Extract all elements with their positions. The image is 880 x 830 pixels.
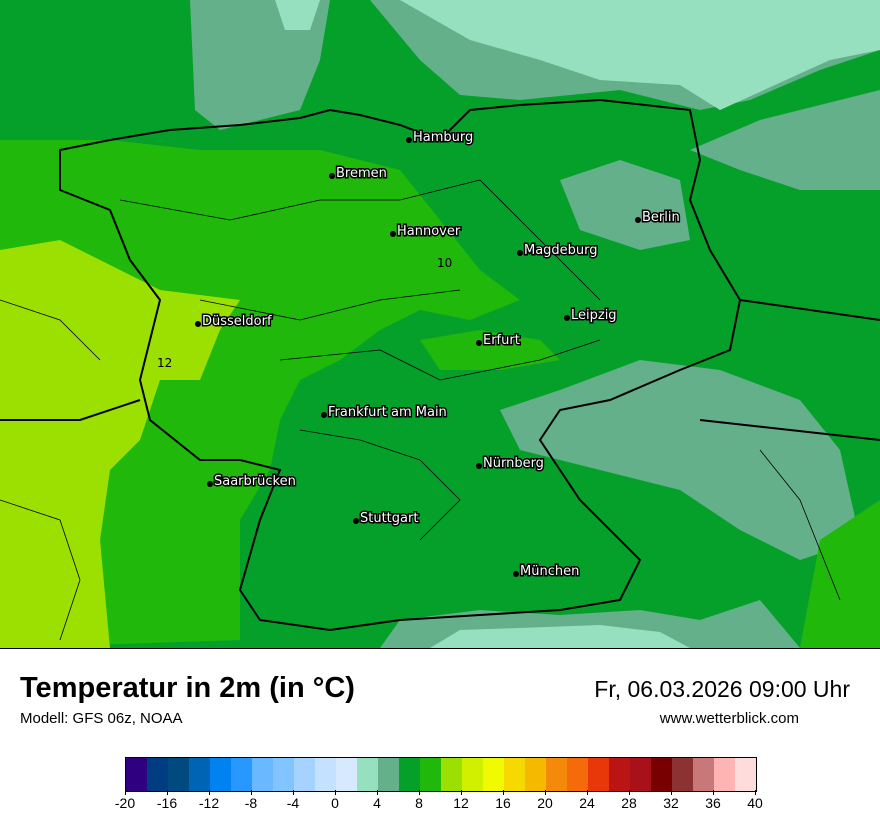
legend-swatch xyxy=(441,758,462,791)
svg-text:Berlin: Berlin xyxy=(642,210,680,225)
legend-tick-mark xyxy=(629,790,630,795)
legend-tick-label: 16 xyxy=(495,795,511,811)
legend-swatch xyxy=(126,758,147,791)
city-saarbruecken: Saarbrücken xyxy=(207,473,297,491)
legend-tick-mark xyxy=(461,790,462,795)
legend-tick-label: 40 xyxy=(747,795,763,811)
legend-tick-label: 24 xyxy=(579,795,595,811)
legend-swatch xyxy=(315,758,336,791)
legend-tick-mark xyxy=(545,790,546,795)
legend-tick-label: 20 xyxy=(537,795,553,811)
legend-swatch xyxy=(420,758,441,791)
color-legend xyxy=(125,757,757,792)
legend-tick-mark xyxy=(419,790,420,795)
svg-text:Bremen: Bremen xyxy=(336,166,387,181)
legend-tick-mark xyxy=(503,790,504,795)
svg-text:Erfurt: Erfurt xyxy=(483,333,520,348)
svg-text:Frankfurt am Main: Frankfurt am Main xyxy=(328,405,447,420)
city-berlin: Berlin xyxy=(635,209,681,227)
legend-tick-label: 32 xyxy=(663,795,679,811)
model-info: Modell: GFS 06z, NOAA xyxy=(20,710,183,727)
legend-tick-mark xyxy=(125,790,126,795)
city-frankfurt: Frankfurt am Main xyxy=(321,404,448,422)
legend-swatch xyxy=(525,758,546,791)
svg-text:Magdeburg: Magdeburg xyxy=(524,243,598,258)
legend-swatch xyxy=(252,758,273,791)
legend-swatch xyxy=(210,758,231,791)
legend-swatch xyxy=(735,758,756,791)
temperature-map: 10 12 Hamburg Bremen Hannover Magdeburg … xyxy=(0,0,880,649)
legend-tick-mark xyxy=(671,790,672,795)
legend-tick-mark xyxy=(755,790,756,795)
legend-tick-mark xyxy=(587,790,588,795)
legend-tick-label: -8 xyxy=(244,795,258,811)
city-hamburg: Hamburg xyxy=(406,129,475,147)
legend-swatch xyxy=(483,758,504,791)
legend-tick-mark xyxy=(251,790,252,795)
legend-swatch xyxy=(294,758,315,791)
legend-swatch xyxy=(336,758,357,791)
city-stuttgart: Stuttgart xyxy=(353,510,420,528)
legend-swatch xyxy=(357,758,378,791)
legend-swatch xyxy=(273,758,294,791)
legend-swatch xyxy=(399,758,420,791)
legend-tick-label: 8 xyxy=(415,795,423,811)
legend-swatch xyxy=(168,758,189,791)
svg-text:Stuttgart: Stuttgart xyxy=(360,511,418,526)
website: www.wetterblick.com xyxy=(659,710,799,727)
city-erfurt: Erfurt xyxy=(476,332,521,350)
legend-swatch xyxy=(630,758,651,791)
city-muenchen: München xyxy=(513,563,581,581)
legend-tick-mark xyxy=(167,790,168,795)
contour-label-10: 10 xyxy=(437,256,452,270)
city-bremen: Bremen xyxy=(329,165,388,183)
legend-tick-mark xyxy=(209,790,210,795)
legend-swatch xyxy=(567,758,588,791)
legend-tick-mark xyxy=(335,790,336,795)
svg-text:Saarbrücken: Saarbrücken xyxy=(214,474,296,489)
legend-tick-label: -12 xyxy=(198,795,220,811)
city-hannover: Hannover xyxy=(390,223,462,241)
legend-tick-label: 36 xyxy=(705,795,721,811)
contour-label-12: 12 xyxy=(157,356,172,370)
legend-swatch xyxy=(546,758,567,791)
legend-swatch xyxy=(504,758,525,791)
legend-tick-label: -4 xyxy=(286,795,300,811)
legend-swatch xyxy=(147,758,168,791)
forecast-datetime: Fr, 06.03.2026 09:00 Uhr xyxy=(594,676,850,702)
legend-swatch xyxy=(672,758,693,791)
legend-tick-label: 0 xyxy=(331,795,339,811)
legend-swatch xyxy=(651,758,672,791)
legend-swatch xyxy=(462,758,483,791)
legend-swatch xyxy=(378,758,399,791)
legend-tick-mark xyxy=(293,790,294,795)
svg-text:Nürnberg: Nürnberg xyxy=(483,456,544,471)
city-duesseldorf: Düsseldorf xyxy=(195,313,273,331)
city-magdeburg: Magdeburg xyxy=(517,242,599,260)
legend-tick-label: -20 xyxy=(114,795,136,811)
map-title: Temperatur in 2m (in °C) xyxy=(20,672,355,704)
city-nuernberg: Nürnberg xyxy=(476,455,545,473)
legend-swatch xyxy=(693,758,714,791)
svg-text:Leipzig: Leipzig xyxy=(571,308,617,323)
legend-swatch xyxy=(588,758,609,791)
city-leipzig: Leipzig xyxy=(564,307,618,325)
svg-text:München: München xyxy=(520,564,579,579)
legend-tick-label: 4 xyxy=(373,795,381,811)
legend-swatch xyxy=(189,758,210,791)
legend-tick-mark xyxy=(713,790,714,795)
legend-ticks: -20 -16 -12 -8 -4 0 4 8 12 16 20 24 28 32 36 40 xyxy=(115,790,763,815)
legend-swatch xyxy=(609,758,630,791)
svg-text:Hannover: Hannover xyxy=(397,224,461,239)
svg-text:Düsseldorf: Düsseldorf xyxy=(202,314,272,329)
legend-swatch xyxy=(231,758,252,791)
legend-tick-label: 12 xyxy=(453,795,469,811)
legend-tick-label: -16 xyxy=(156,795,178,811)
legend-tick-mark xyxy=(377,790,378,795)
legend-swatch xyxy=(714,758,735,791)
legend-tick-label: 28 xyxy=(621,795,637,811)
svg-text:Hamburg: Hamburg xyxy=(413,130,473,145)
